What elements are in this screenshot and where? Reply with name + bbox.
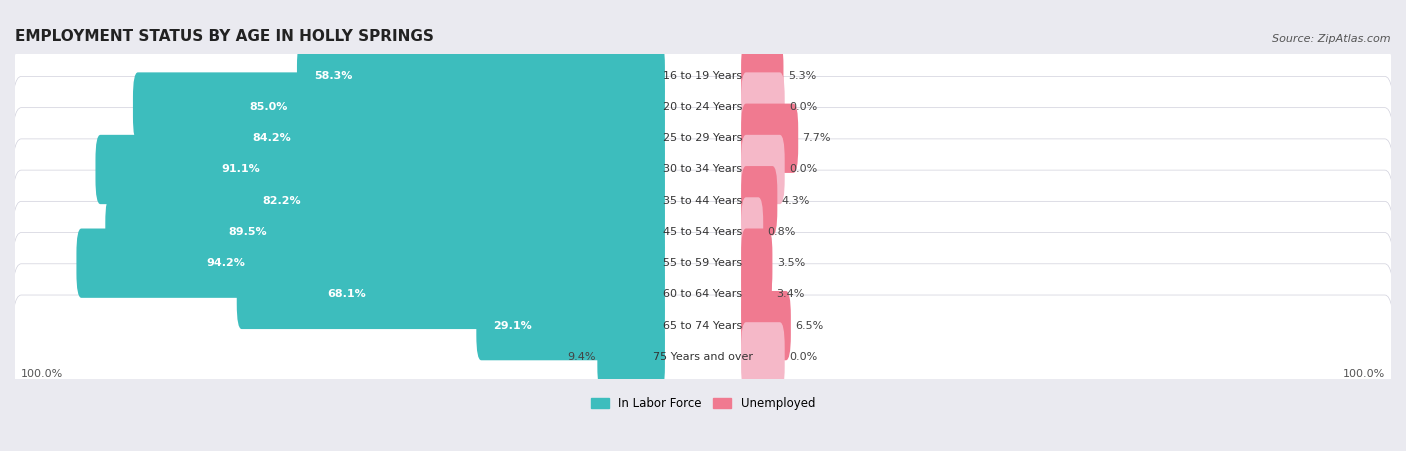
FancyBboxPatch shape [138, 104, 665, 173]
FancyBboxPatch shape [96, 135, 665, 204]
Text: 82.2%: 82.2% [262, 196, 301, 206]
FancyBboxPatch shape [11, 295, 1395, 419]
Text: 0.8%: 0.8% [768, 227, 796, 237]
Text: 30 to 34 Years: 30 to 34 Years [664, 165, 742, 175]
FancyBboxPatch shape [76, 229, 665, 298]
Text: 3.4%: 3.4% [776, 290, 804, 299]
Text: 7.7%: 7.7% [803, 133, 831, 143]
Text: 16 to 19 Years: 16 to 19 Years [664, 71, 742, 81]
FancyBboxPatch shape [150, 166, 665, 235]
Text: 9.4%: 9.4% [568, 352, 596, 362]
FancyBboxPatch shape [236, 260, 665, 329]
Text: 4.3%: 4.3% [782, 196, 810, 206]
Text: 3.5%: 3.5% [776, 258, 806, 268]
Text: 84.2%: 84.2% [253, 133, 291, 143]
Text: 25 to 29 Years: 25 to 29 Years [664, 133, 742, 143]
FancyBboxPatch shape [134, 72, 665, 142]
Text: 35 to 44 Years: 35 to 44 Years [664, 196, 742, 206]
FancyBboxPatch shape [477, 291, 665, 360]
FancyBboxPatch shape [105, 197, 665, 267]
Text: 5.3%: 5.3% [787, 71, 815, 81]
FancyBboxPatch shape [11, 201, 1395, 325]
FancyBboxPatch shape [598, 322, 665, 391]
Text: 0.0%: 0.0% [789, 102, 817, 112]
FancyBboxPatch shape [297, 41, 665, 110]
Text: EMPLOYMENT STATUS BY AGE IN HOLLY SPRINGS: EMPLOYMENT STATUS BY AGE IN HOLLY SPRING… [15, 29, 434, 44]
FancyBboxPatch shape [11, 139, 1395, 262]
Text: 100.0%: 100.0% [1343, 369, 1385, 379]
Text: 75 Years and over: 75 Years and over [652, 352, 754, 362]
Text: 58.3%: 58.3% [314, 71, 353, 81]
Text: 0.0%: 0.0% [789, 165, 817, 175]
FancyBboxPatch shape [11, 76, 1395, 200]
FancyBboxPatch shape [11, 45, 1395, 169]
Text: 0.0%: 0.0% [789, 352, 817, 362]
Text: 91.1%: 91.1% [221, 165, 260, 175]
FancyBboxPatch shape [11, 14, 1395, 138]
FancyBboxPatch shape [11, 264, 1395, 387]
FancyBboxPatch shape [741, 135, 785, 204]
FancyBboxPatch shape [741, 322, 785, 391]
Text: 55 to 59 Years: 55 to 59 Years [664, 258, 742, 268]
Text: 100.0%: 100.0% [21, 369, 63, 379]
FancyBboxPatch shape [741, 41, 783, 110]
FancyBboxPatch shape [11, 233, 1395, 356]
Text: 89.5%: 89.5% [228, 227, 267, 237]
FancyBboxPatch shape [741, 104, 799, 173]
Text: 29.1%: 29.1% [494, 321, 533, 331]
Text: 20 to 24 Years: 20 to 24 Years [664, 102, 742, 112]
Text: 65 to 74 Years: 65 to 74 Years [664, 321, 742, 331]
FancyBboxPatch shape [741, 166, 778, 235]
FancyBboxPatch shape [741, 197, 763, 267]
FancyBboxPatch shape [741, 291, 790, 360]
Text: 6.5%: 6.5% [796, 321, 824, 331]
FancyBboxPatch shape [741, 229, 772, 298]
Text: 85.0%: 85.0% [249, 102, 288, 112]
FancyBboxPatch shape [741, 260, 772, 329]
FancyBboxPatch shape [11, 170, 1395, 294]
Legend: In Labor Force, Unemployed: In Labor Force, Unemployed [586, 392, 820, 415]
FancyBboxPatch shape [11, 108, 1395, 231]
FancyBboxPatch shape [741, 72, 785, 142]
Text: 60 to 64 Years: 60 to 64 Years [664, 290, 742, 299]
Text: 45 to 54 Years: 45 to 54 Years [664, 227, 742, 237]
Text: 94.2%: 94.2% [207, 258, 246, 268]
Text: Source: ZipAtlas.com: Source: ZipAtlas.com [1272, 34, 1391, 44]
Text: 68.1%: 68.1% [326, 290, 366, 299]
